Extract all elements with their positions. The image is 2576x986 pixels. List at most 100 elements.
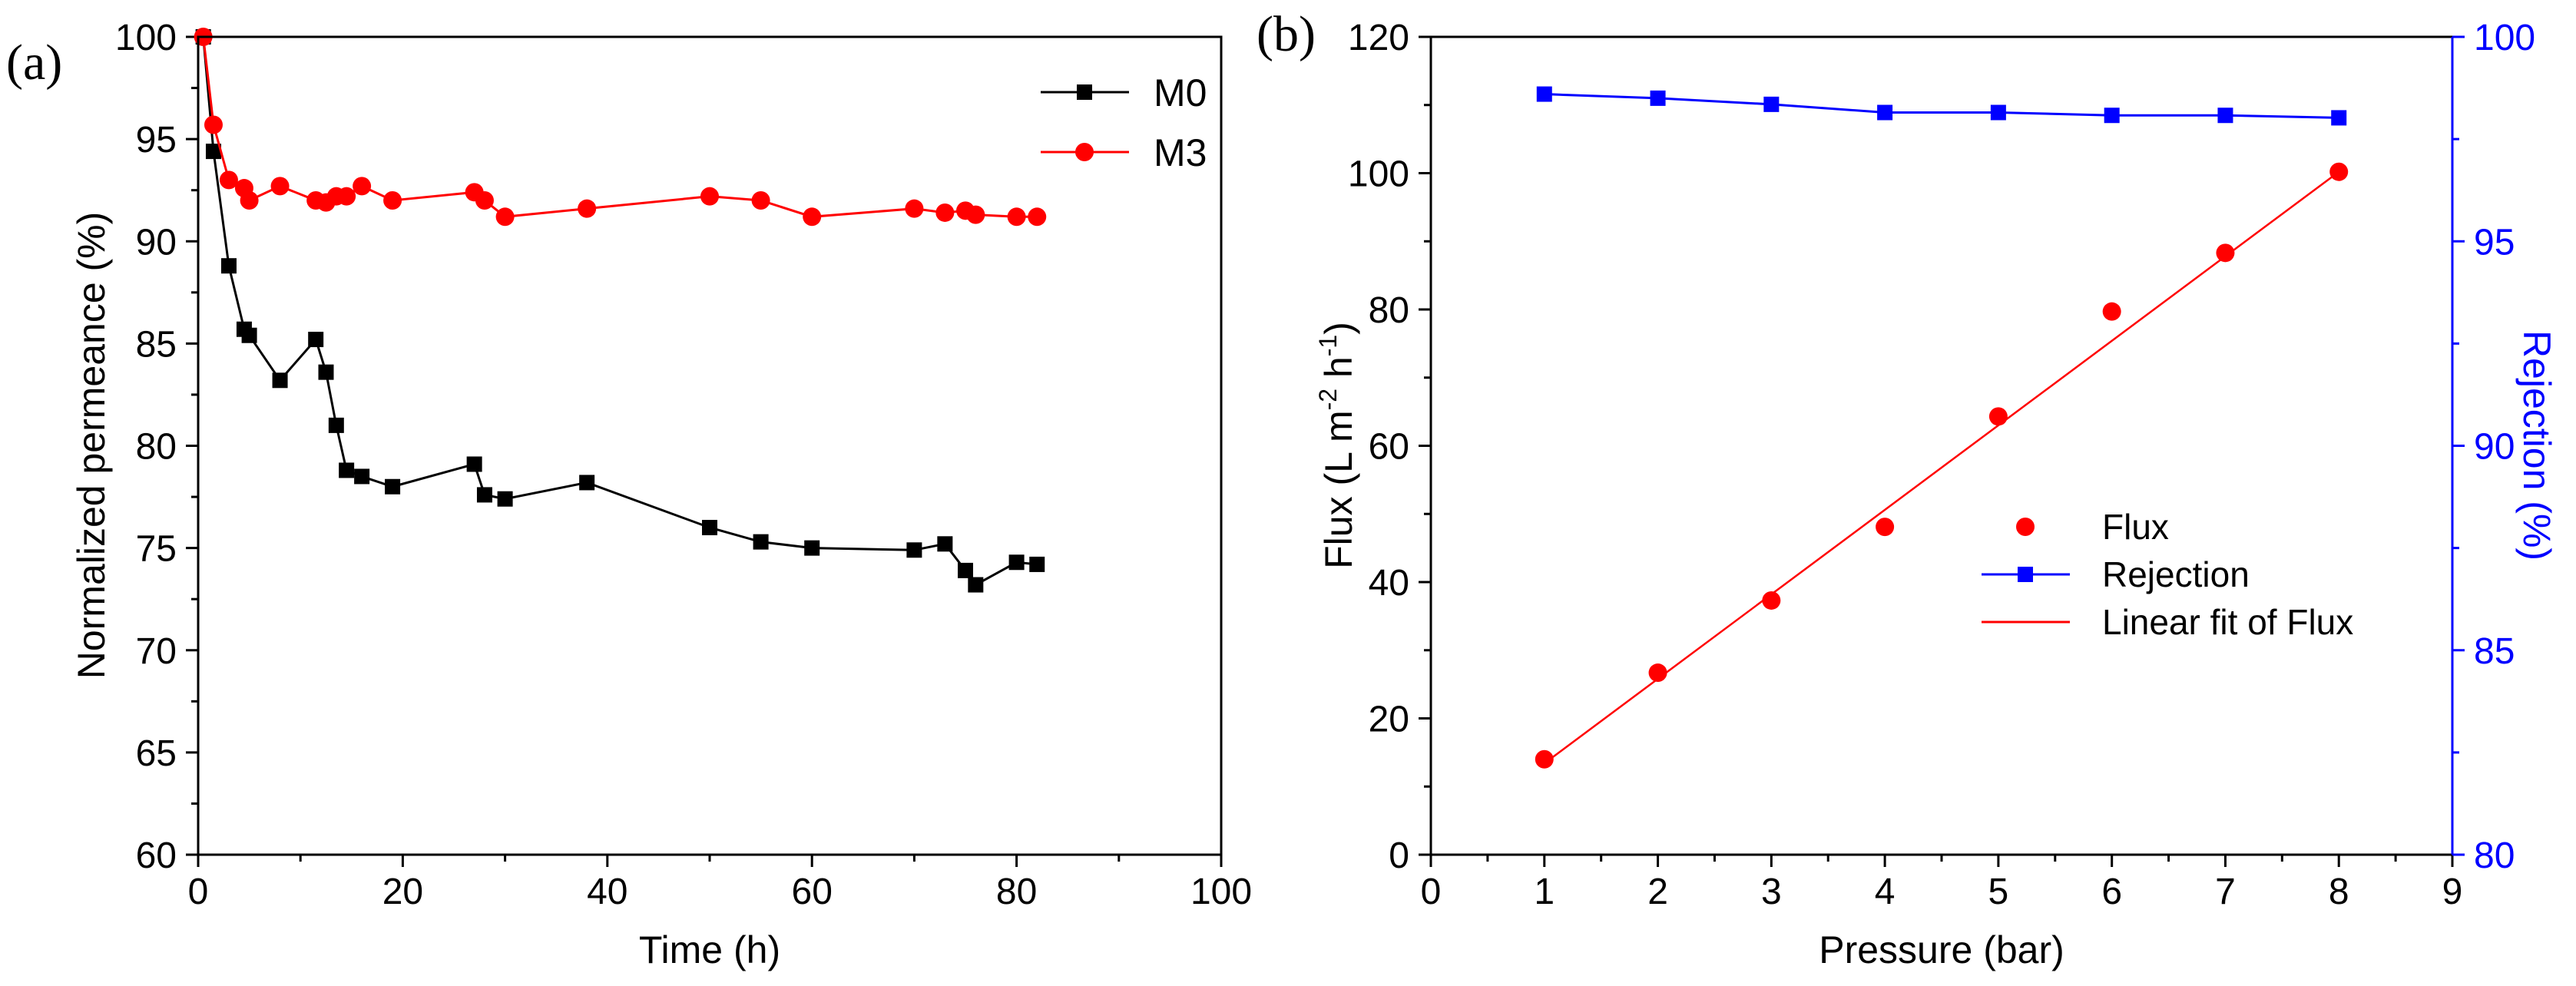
x-tick-label-b: 8 (2329, 872, 2349, 912)
data-point-m3 (935, 203, 955, 222)
x-tick-label-b: 3 (1761, 872, 1782, 912)
data-point-m3 (495, 207, 515, 227)
data-point-m0 (308, 332, 324, 348)
series-line-rejection (1544, 93, 2339, 119)
data-point-rejection (1877, 104, 1893, 121)
panel-label-a: (a) (6, 35, 62, 91)
legend-marker-m3 (1075, 143, 1094, 161)
y-tick-label-left-b: 20 (1369, 700, 1409, 740)
data-point-m0 (804, 540, 820, 556)
y-tick-label-left-b: 100 (1348, 154, 1409, 195)
panel-label-b: (b) (1257, 6, 1316, 62)
y-tick-label-a: 75 (136, 529, 177, 570)
y-tick-label-left-b: 80 (1369, 290, 1409, 331)
y-tick-label-left-b: 60 (1369, 427, 1409, 468)
x-tick-label-b: 9 (2442, 872, 2463, 912)
y-tick-label-a: 95 (136, 120, 177, 160)
series-line-linear-fit-of-flux (1544, 170, 2339, 765)
y-tick-label-a: 100 (115, 18, 177, 58)
series-layer-a (194, 28, 1047, 593)
legend-b: Flux Rejection Linear fit of Flux (1982, 507, 2353, 642)
plot-frame-a (197, 35, 1223, 856)
data-point-m0 (1029, 556, 1045, 572)
data-point-m3 (475, 191, 494, 210)
y-axis-label-right-b: Rejection (%) (2515, 330, 2558, 561)
data-point-m0 (702, 520, 717, 535)
y-axis-label-left-b: Flux (L m-2 h-1) (1314, 322, 1360, 569)
legend-marker-m0 (1077, 84, 1092, 100)
data-point-m0 (272, 372, 288, 389)
y-tick-label-right-b: 90 (2474, 427, 2515, 468)
data-point-m3 (966, 205, 985, 224)
x-tick-label-a: 0 (188, 872, 209, 912)
legend-marker-rejection (2018, 567, 2033, 582)
x-tick-label-a: 40 (587, 872, 627, 912)
data-point-rejection (1536, 86, 1552, 102)
x-tick-label-b: 5 (1988, 872, 2009, 912)
data-point-m3 (219, 170, 238, 190)
y-tick-label-right-b: 95 (2474, 222, 2515, 263)
data-point-flux (1876, 518, 1895, 537)
data-point-rejection (2331, 110, 2347, 126)
data-point-rejection (2217, 108, 2233, 124)
data-point-m0 (497, 491, 513, 507)
data-point-m0 (339, 462, 355, 478)
y-tick-label-a: 85 (136, 324, 177, 365)
data-point-m0 (354, 468, 370, 485)
x-tick-label-b: 6 (2101, 872, 2122, 912)
data-point-flux (1648, 663, 1667, 683)
data-point-m0 (1008, 554, 1025, 571)
x-tick-label-b: 0 (1421, 872, 1442, 912)
data-point-flux (2102, 302, 2121, 321)
legend-marker-flux (2016, 518, 2035, 536)
axis-ticks-a: 0 20 40 60 80 100 60 65 70 75 80 85 90 95 100 (115, 18, 1252, 912)
x-axis-label-b: Pressure (bar) (1819, 928, 2064, 971)
series-line-m0 (202, 36, 1038, 587)
data-point-m0 (220, 258, 237, 274)
y-tick-label-a: 65 (136, 733, 177, 774)
y-tick-label-right-b: 100 (2474, 18, 2535, 58)
data-point-rejection (2104, 108, 2120, 124)
data-point-flux (1988, 407, 2008, 426)
y-tick-label-a: 90 (136, 222, 177, 263)
legend-label-linear-fit-of-flux: Linear fit of Flux (2102, 602, 2353, 642)
data-point-m3 (578, 199, 597, 218)
data-point-m0 (466, 456, 482, 472)
legend-label-m3: M3 (1154, 131, 1207, 174)
x-tick-label-b: 7 (2215, 872, 2236, 912)
data-point-m0 (385, 478, 401, 495)
data-point-m0 (318, 364, 334, 380)
data-point-m0 (958, 562, 973, 578)
y-tick-label-left-b: 40 (1369, 563, 1409, 604)
data-point-flux (1535, 749, 1554, 769)
y-tick-label-left-b: 120 (1348, 18, 1409, 58)
data-point-m0 (906, 542, 922, 558)
x-tick-label-a: 100 (1190, 872, 1252, 912)
x-tick-label-a: 20 (382, 872, 423, 912)
data-point-m3 (803, 207, 822, 227)
data-point-m3 (905, 199, 924, 218)
data-point-flux (1762, 591, 1781, 610)
y-tick-label-a: 60 (136, 835, 177, 876)
data-point-m0 (328, 417, 344, 433)
y-tick-label-left-b: 0 (1389, 835, 1409, 876)
x-tick-label-b: 1 (1534, 872, 1555, 912)
y-axis-label-a: Normalized permeance (%) (70, 212, 113, 680)
x-tick-label-b: 2 (1647, 872, 1668, 912)
data-point-m3 (270, 177, 290, 196)
data-point-flux (2216, 243, 2235, 263)
data-point-rejection (1650, 90, 1666, 106)
data-point-m0 (753, 534, 769, 550)
x-tick-label-a: 80 (996, 872, 1037, 912)
data-point-m3 (337, 187, 356, 206)
data-point-m0 (937, 536, 953, 552)
data-point-m3 (383, 191, 402, 210)
series-line-m3 (202, 36, 1038, 218)
y-tick-label-right-b: 85 (2474, 631, 2515, 672)
y-tick-label-a: 70 (136, 631, 177, 672)
x-axis-label-a: Time (h) (639, 928, 780, 971)
